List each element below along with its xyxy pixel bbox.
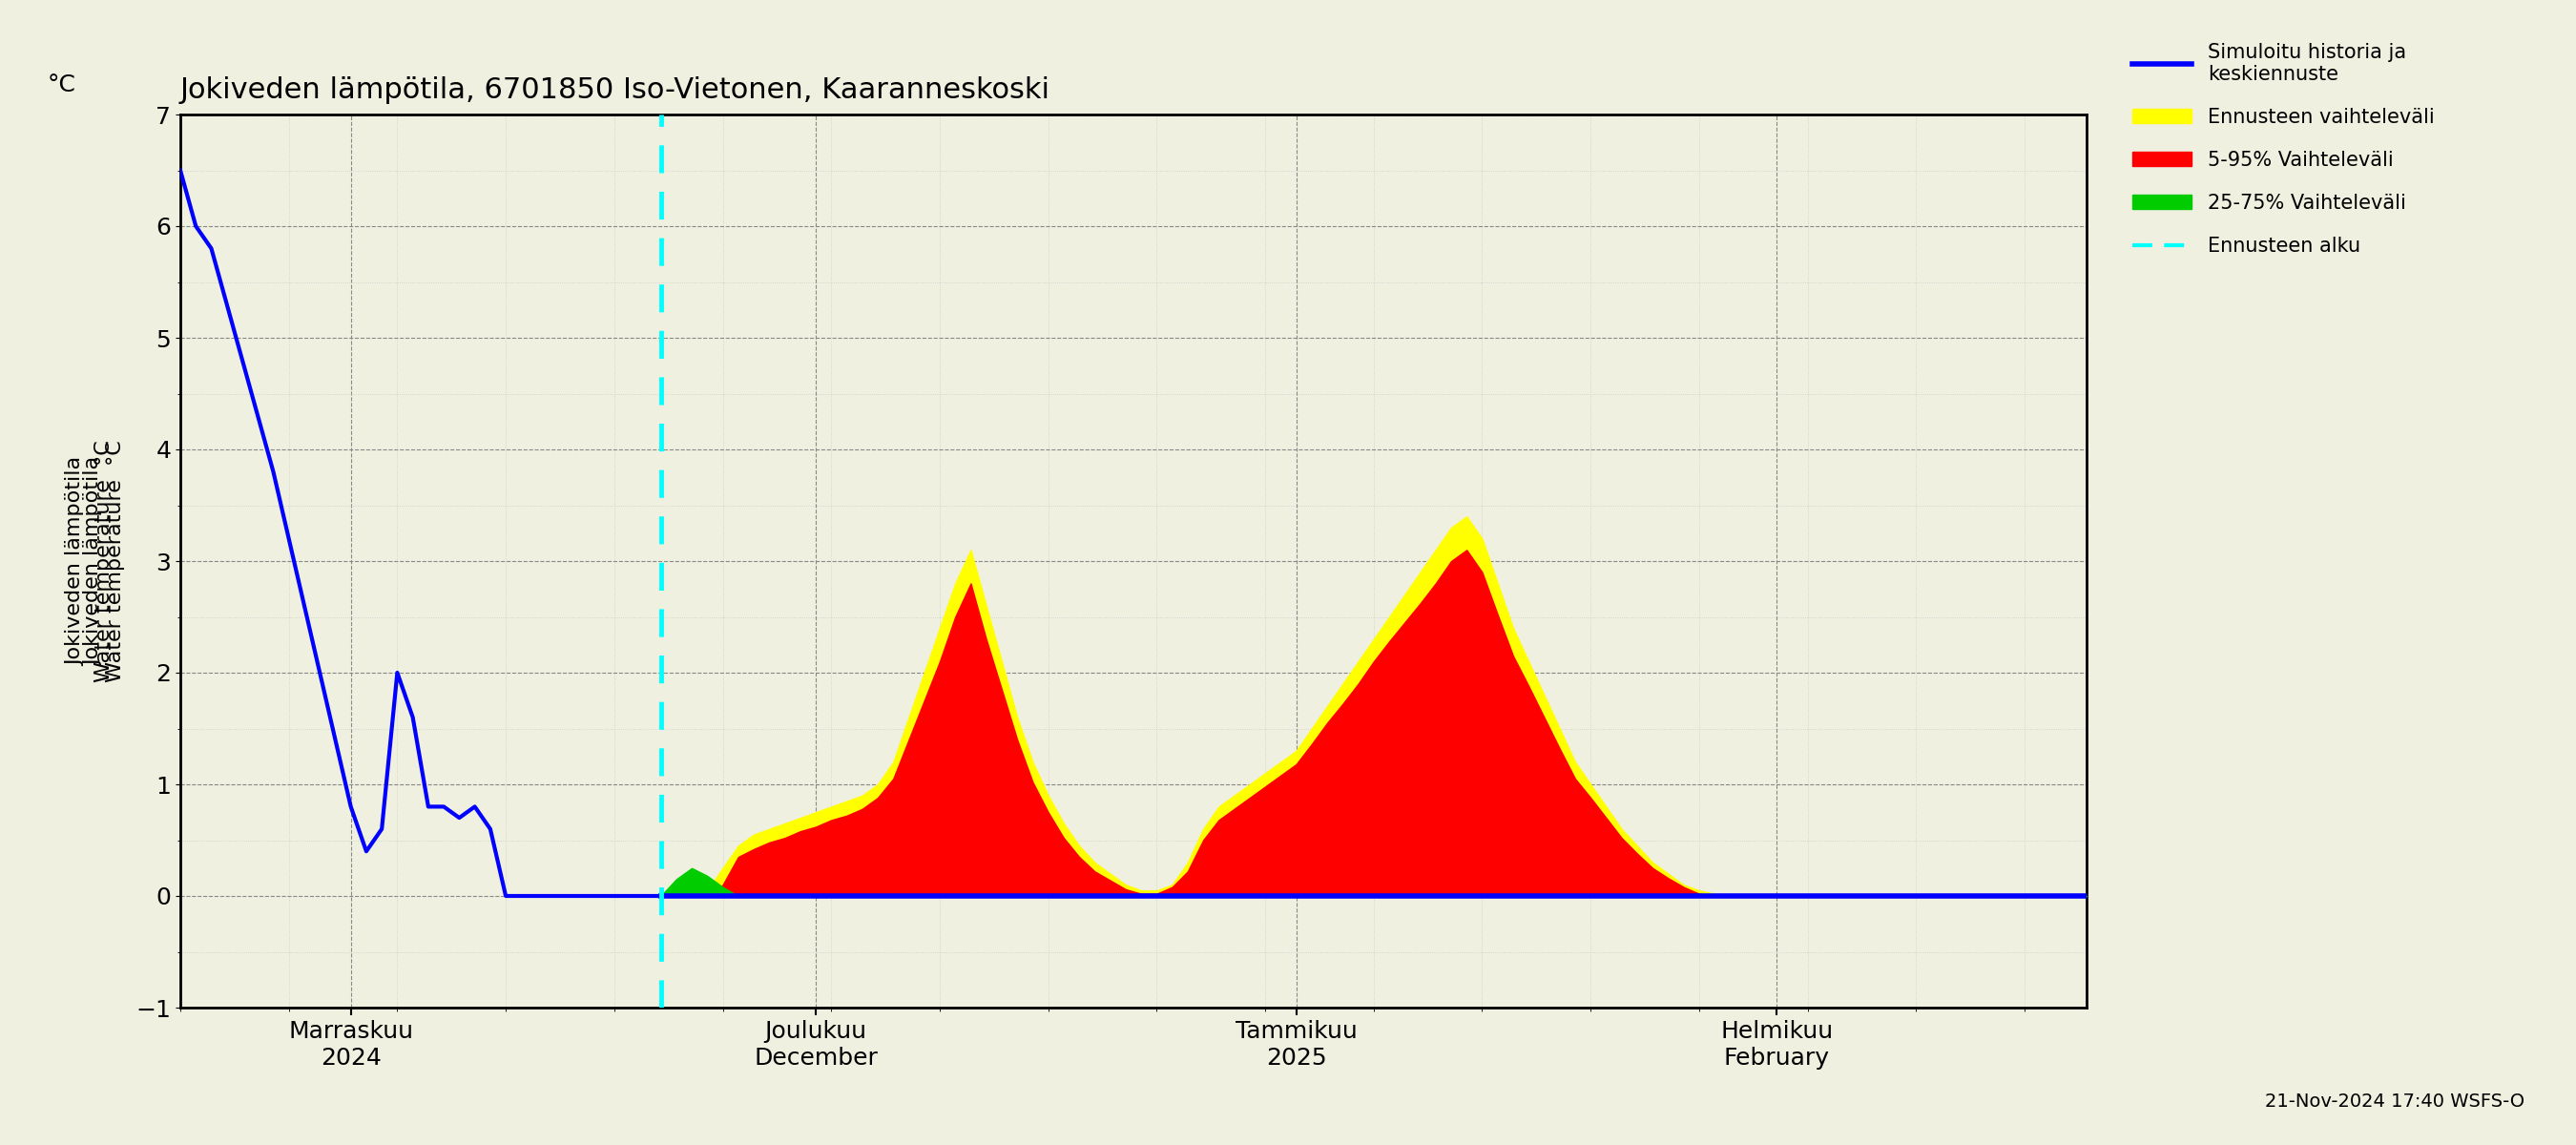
Legend: Simuloitu historia ja
keskiennuste, Ennusteen vaihteleväli, 5-95% Vaihteleväli, : Simuloitu historia ja keskiennuste, Ennu… [2123, 33, 2445, 266]
Text: °C: °C [46, 73, 75, 96]
Text: Jokiveden lämpötila: Jokiveden lämpötila [67, 457, 85, 665]
Text: 21-Nov-2024 17:40 WSFS-O: 21-Nov-2024 17:40 WSFS-O [2264, 1092, 2524, 1111]
Text: Jokiveden lämpötila, 6701850 Iso-Vietonen, Kaaranneskoski: Jokiveden lämpötila, 6701850 Iso-Vietone… [180, 77, 1051, 104]
Text: Water temperature  °C: Water temperature °C [95, 440, 113, 682]
Y-axis label: Jokiveden lämpötila
Water temperature  °C: Jokiveden lämpötila Water temperature °C [85, 440, 126, 682]
